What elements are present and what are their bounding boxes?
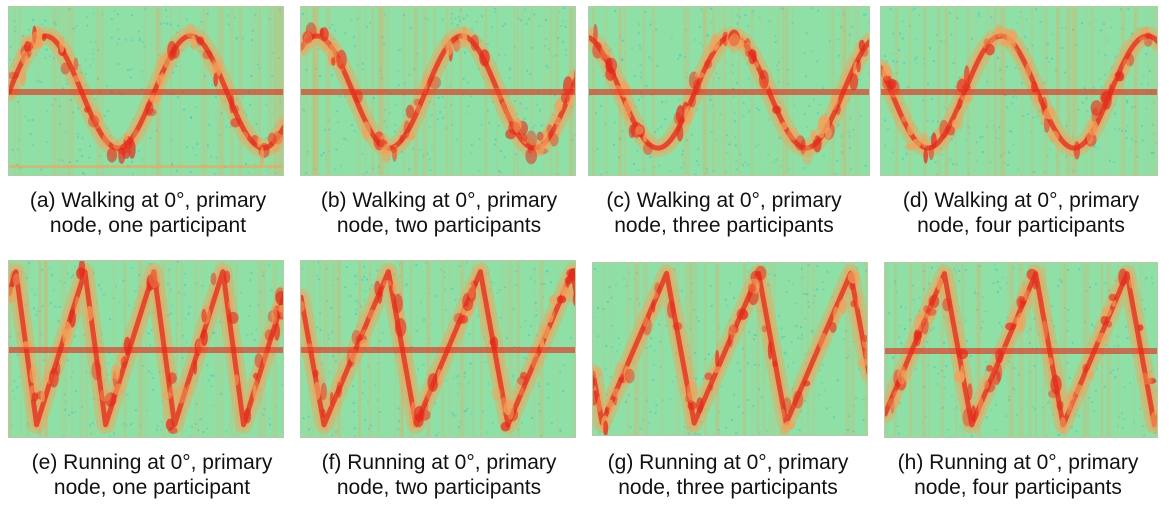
spectrogram-image-f [300, 260, 576, 438]
low-frequency-line [9, 165, 283, 169]
caption-line-2: node, four participants [914, 476, 1122, 499]
zero-doppler-line [9, 89, 283, 95]
trace-hotspots [9, 23, 283, 166]
panel-caption-f: (f) Running at 0°, primary node, two part… [289, 450, 589, 500]
caption-line-1: (a) Walking at 0°, primary [29, 189, 267, 212]
panel-caption-c: (c) Walking at 0°, primary node, three pa… [574, 188, 874, 238]
caption-line-2: node, three participants [614, 214, 834, 237]
spectrogram-image-e [8, 260, 284, 438]
trace-hotspots [301, 268, 575, 432]
caption-line-2: node, two participants [336, 214, 542, 237]
spectrogram-image-b [300, 6, 576, 176]
trace-hotspots [593, 265, 867, 435]
caption-line-1: (g) Running at 0°, primary [607, 451, 849, 474]
spectrogram-image-c [588, 6, 870, 176]
zero-doppler-line [881, 89, 1157, 95]
panel-caption-g: (g) Running at 0°, primary node, three pa… [578, 450, 878, 500]
doppler-trace-layer-3 [9, 269, 283, 428]
caption-line-1: (f) Running at 0°, primary [321, 451, 557, 474]
panel-caption-d: (d) Walking at 0°, primary node, four par… [871, 188, 1169, 238]
panel-caption-a: (a) Walking at 0°, primary node, one part… [0, 188, 298, 238]
zero-doppler-line [589, 89, 869, 95]
trace-hotspots [589, 23, 869, 166]
panel-caption-b: (b) Walking at 0°, primary node, two part… [289, 188, 589, 238]
panel-caption-e: (e) Running at 0°, primary node, one part… [2, 450, 302, 500]
caption-line-2: node, one participant [49, 214, 247, 237]
spectrogram-image-h [884, 262, 1158, 438]
spectrogram-image-a [8, 6, 284, 176]
zero-doppler-line [301, 347, 575, 353]
caption-line-1: (b) Walking at 0°, primary [320, 189, 558, 212]
caption-line-1: (e) Running at 0°, primary [31, 451, 273, 474]
caption-line-2: node, two participants [336, 476, 542, 499]
zero-doppler-line [885, 348, 1157, 354]
caption-line-2: node, four participants [917, 214, 1125, 237]
trace-hotspots [9, 261, 283, 435]
zero-doppler-line [9, 347, 283, 353]
spectrogram-image-g [592, 262, 868, 436]
doppler-trace-layer-3 [301, 33, 575, 151]
panel-caption-h: (h) Running at 0°, primary node, four par… [868, 450, 1168, 500]
caption-line-2: node, three participants [618, 476, 838, 499]
spectrogram-image-d [880, 6, 1158, 176]
caption-line-1: (c) Walking at 0°, primary [606, 189, 842, 212]
caption-line-1: (d) Walking at 0°, primary [902, 189, 1140, 212]
caption-line-2: node, one participant [53, 476, 251, 499]
trace-hotspots [881, 24, 1153, 164]
zero-doppler-line [301, 89, 575, 95]
trace-hotspots [301, 22, 575, 165]
trace-hotspots [888, 268, 1157, 436]
doppler-trace-layer-3 [881, 33, 1157, 151]
speckle-texture [883, 7, 1157, 175]
caption-line-1: (h) Running at 0°, primary [897, 451, 1139, 474]
speckle-texture [593, 264, 867, 435]
